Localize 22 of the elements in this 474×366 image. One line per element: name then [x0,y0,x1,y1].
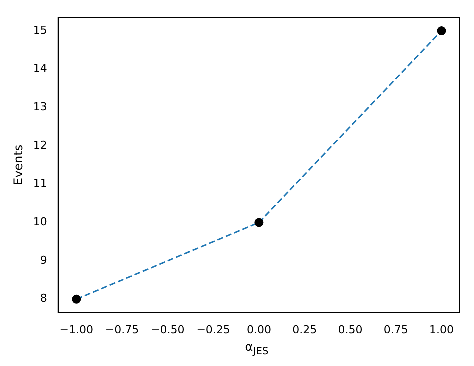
x-tick-label: 0.00 [246,323,272,336]
point [254,218,264,228]
x-tick-label: 0.75 [384,323,408,336]
x-tick-label: −0.50 [151,323,185,336]
y-tick-label: 14 [33,62,48,76]
point [437,26,446,36]
x-tick-label: 0.25 [292,323,318,336]
y-axis-title: Events [11,144,26,186]
x-tick-label: 0.50 [338,323,363,336]
x-tick-label: −0.25 [196,323,230,336]
y-tick-label: 9 [40,254,48,267]
y-tick-label: 15 [33,24,48,37]
x-tick-label: −1.00 [60,323,94,336]
x-tick-label: −0.75 [105,323,140,336]
point [72,294,82,304]
y-tick-label: 8 [40,292,48,306]
y-tick-label: 11 [33,177,48,190]
x-axis-title: α$_{JES}$ [244,340,270,358]
y-tick-label: 10 [33,216,48,229]
y-tick-label: 13 [33,100,48,114]
y-tick-label: 12 [33,138,48,152]
x-tick-label: 1.00 [429,323,454,336]
